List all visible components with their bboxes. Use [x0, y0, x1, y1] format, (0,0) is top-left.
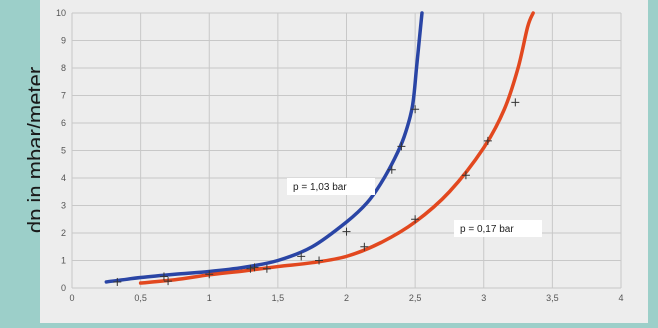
y-tick-label: 3	[61, 201, 66, 211]
data-point-marker	[511, 98, 520, 107]
data-point-marker	[315, 256, 324, 265]
x-tick-label: 1,5	[272, 293, 285, 303]
series-line-2	[138, 11, 535, 285]
annotation-label: p = 1,03 bar	[293, 182, 347, 193]
data-point-marker	[483, 136, 492, 145]
x-tick-label: 2	[344, 293, 349, 303]
y-tick-label: 9	[61, 36, 66, 46]
series-annotation-2: p = 0,17 bar	[454, 220, 542, 237]
series-annotations: p = 1,03 bar p = 0,17 bar	[287, 178, 542, 237]
data-point-marker	[246, 264, 255, 273]
y-tick-label: 0	[61, 283, 66, 293]
data-point-marker	[342, 227, 351, 236]
series-line-1	[104, 11, 424, 284]
data-point-marker	[205, 270, 214, 279]
x-tick-label: 1	[207, 293, 212, 303]
annotation-box	[454, 220, 542, 237]
annotation-label: p = 0,17 bar	[460, 224, 514, 235]
x-tick-label: 2,5	[409, 293, 422, 303]
x-tick-label: 0,5	[134, 293, 147, 303]
series-markers	[113, 98, 520, 286]
x-tick-label: 3,5	[546, 293, 559, 303]
x-tick-label: 4	[618, 293, 623, 303]
y-tick-label: 5	[61, 146, 66, 156]
y-tick-label: 1	[61, 256, 66, 266]
data-point-marker	[159, 272, 168, 281]
data-point-marker	[113, 277, 122, 286]
data-point-marker	[360, 242, 369, 251]
data-point-marker	[397, 142, 406, 151]
y-tick-label: 4	[61, 173, 66, 183]
data-point-marker	[461, 171, 470, 180]
annotation-box	[287, 178, 375, 195]
y-tick-label: 8	[61, 63, 66, 73]
tick-labels: 0 1 2 3 4 5 6 7 8 9 10 0 0,5 1 1,5 2 2,5 3 3,5 4	[56, 8, 624, 303]
y-tick-label: 7	[61, 91, 66, 101]
series-annotation-1: p = 1,03 bar	[287, 178, 375, 195]
data-point-marker	[411, 105, 420, 114]
data-point-marker	[262, 264, 271, 273]
y-tick-label: 10	[56, 8, 66, 18]
data-point-marker	[164, 277, 173, 286]
plot-area: 0 1 2 3 4 5 6 7 8 9 10 0 0,5 1 1,5 2 2,5 3 3,5 4 p = 1,03 b…	[40, 0, 648, 323]
data-point-marker	[411, 215, 420, 224]
grid	[71, 12, 622, 289]
x-tick-label: 0	[69, 293, 74, 303]
chart: 0 1 2 3 4 5 6 7 8 9 10 0 0,5 1 1,5 2 2,5 3 3,5 4 p = 1,03 b…	[56, 8, 624, 303]
data-point-marker	[387, 165, 396, 174]
series-lines	[104, 11, 535, 285]
y-tick-label: 2	[61, 228, 66, 238]
x-tick-label: 3	[481, 293, 486, 303]
data-point-marker	[250, 263, 259, 272]
y-tick-label: 6	[61, 118, 66, 128]
data-point-marker	[297, 252, 306, 261]
